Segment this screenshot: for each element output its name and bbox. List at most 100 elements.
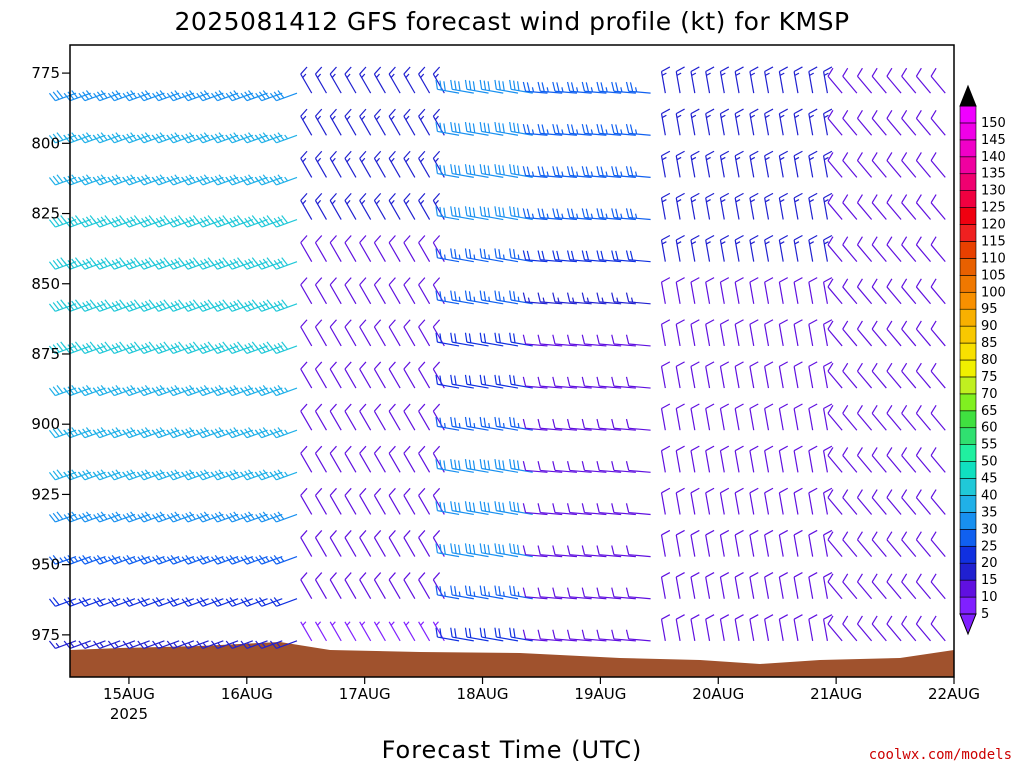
wind-barb (915, 320, 931, 347)
x-tick-label: 17AUG (339, 685, 391, 703)
wind-barb (48, 511, 77, 523)
wind-barb (450, 459, 474, 473)
wind-barb (660, 487, 671, 515)
wind-barb (566, 123, 592, 136)
wind-barb (93, 554, 121, 565)
wind-barb (537, 587, 563, 600)
wind-barb (660, 66, 671, 94)
wind-barb (78, 511, 106, 523)
wind-barb (660, 277, 671, 304)
wind-barb (719, 572, 730, 599)
wind-barb (509, 627, 533, 642)
colorbar-swatch (959, 461, 977, 479)
wind-barb (552, 587, 577, 600)
wind-barb (240, 341, 268, 355)
wind-barb (915, 110, 931, 136)
colorbar-swatch (959, 562, 977, 581)
wind-barb (778, 529, 789, 557)
wind-barb (764, 529, 774, 557)
wind-barb (300, 66, 313, 94)
wind-barb (778, 361, 789, 389)
wind-barb (690, 445, 700, 473)
wind-barb (778, 445, 789, 473)
wind-barb (793, 66, 803, 94)
wind-barb (901, 152, 917, 178)
wind-barb (886, 573, 902, 600)
wind-barb (690, 192, 700, 220)
wind-barb (566, 334, 592, 347)
wind-barb (596, 545, 622, 558)
wind-barb (611, 334, 636, 347)
wind-barb (48, 554, 77, 565)
wind-barb (734, 192, 744, 220)
wind-barb (856, 67, 873, 94)
wind-barb (660, 572, 671, 599)
wind-barb (719, 529, 730, 557)
wind-barb (403, 150, 416, 178)
wind-barb (675, 319, 685, 347)
wind-barb (856, 404, 873, 431)
wind-barb (494, 164, 519, 178)
wind-barb (329, 572, 342, 600)
wind-barb (690, 529, 700, 557)
wind-barb (388, 66, 401, 94)
wind-barb (464, 79, 489, 94)
colorbar-swatch (959, 359, 977, 378)
wind-barb (107, 554, 136, 565)
wind-barb (464, 585, 489, 600)
colorbar-swatch (959, 393, 977, 412)
wind-barb (611, 250, 636, 263)
wind-barb (734, 614, 744, 641)
y-tick-label: 825 (31, 205, 60, 223)
wind-barb (78, 257, 106, 270)
wind-barb (537, 334, 563, 347)
wind-barb (808, 361, 818, 389)
wind-barb (827, 573, 843, 600)
wind-barb (63, 640, 91, 649)
wind-barb (675, 487, 685, 515)
wind-barb (764, 108, 774, 136)
wind-barb (48, 174, 77, 186)
wind-barb (552, 123, 577, 136)
wind-barb (464, 290, 489, 305)
wind-barb (450, 121, 474, 136)
wind-barb (793, 277, 803, 304)
wind-barb (842, 447, 858, 473)
wind-barb (915, 194, 931, 220)
wind-barb (778, 66, 789, 94)
wind-barb (901, 615, 917, 642)
wind-barb (719, 445, 730, 473)
wind-barb (675, 445, 685, 473)
wind-barb (479, 543, 504, 558)
wind-barb (596, 461, 622, 473)
wind-barb (915, 615, 931, 642)
wind-barb (675, 66, 685, 94)
wind-barb (566, 250, 592, 263)
wind-barb (166, 597, 195, 607)
wind-barb (329, 621, 342, 642)
wind-barb (435, 585, 460, 600)
wind-barb (842, 573, 858, 600)
wind-barb (107, 299, 136, 312)
wind-barb (494, 332, 519, 347)
colorbar-swatch (959, 139, 977, 158)
wind-barb (48, 469, 77, 481)
wind-barb (479, 627, 504, 642)
wind-barb (464, 501, 489, 516)
wind-barb (373, 361, 386, 389)
wind-barb (344, 361, 357, 389)
wind-barb (596, 334, 622, 347)
wind-barb (901, 447, 917, 473)
wind-barb (705, 445, 715, 473)
wind-barb (886, 531, 902, 557)
wind-barb (78, 341, 106, 355)
wind-barb (479, 290, 504, 305)
wind-barb (240, 174, 268, 186)
wind-barb (314, 530, 327, 557)
wind-barb (705, 66, 715, 94)
colorbar-swatch (959, 173, 977, 191)
wind-barb (78, 554, 106, 565)
wind-barb (625, 208, 651, 221)
colorbar-label: 70 (981, 387, 998, 402)
colorbar-bottom-arrow (959, 613, 977, 636)
